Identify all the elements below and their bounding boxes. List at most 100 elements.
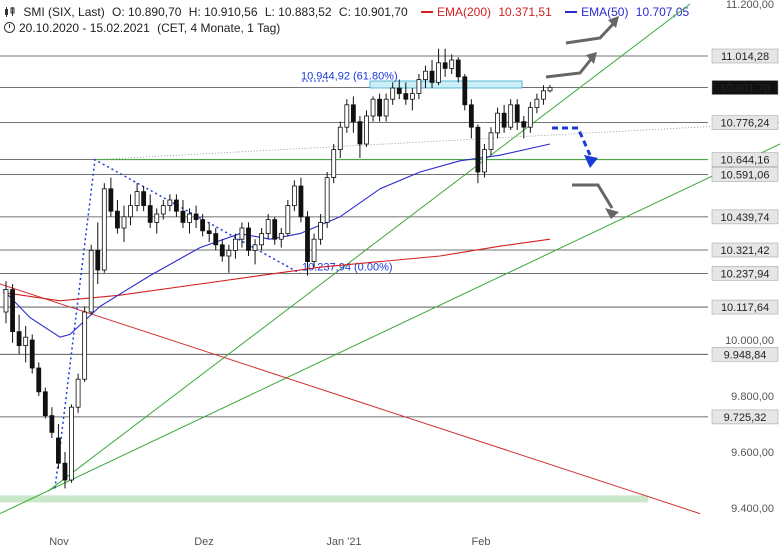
candle-body: [403, 93, 409, 100]
price-level-box: [711, 167, 779, 182]
candle-body: [69, 406, 74, 481]
candle-body: [219, 244, 225, 257]
candlestick-icon: [4, 6, 16, 17]
candle-body: [10, 289, 15, 333]
candle-body: [232, 238, 238, 251]
ema200-legend-label: EMA(200): [436, 5, 492, 19]
candle-body: [541, 90, 546, 100]
candle-body: [298, 185, 304, 218]
candle-body: [468, 104, 474, 128]
candle-body: [246, 227, 251, 251]
y-tick-label: 9.600,00: [731, 447, 774, 459]
open-value: O: 10.890,70: [112, 5, 182, 19]
candle-body: [337, 126, 343, 150]
candle-body: [501, 112, 507, 128]
close-value: C: 10.901,70: [338, 5, 408, 19]
candle-body: [534, 98, 540, 108]
price-level-box: [711, 299, 779, 315]
y-tick-label: 9.800,00: [731, 391, 774, 403]
candle-body: [436, 62, 441, 83]
candle-body: [265, 219, 271, 235]
ema200-legend-value: 10.371,51: [498, 5, 552, 19]
candle-body: [141, 191, 147, 207]
support-zone: [0, 495, 648, 503]
scenario-arrow-up-1: [565, 20, 617, 45]
candle-body: [272, 219, 278, 240]
candle-body: [147, 205, 153, 223]
candle-body: [108, 188, 114, 212]
scenario-arrow-down: [572, 183, 614, 209]
candle-body: [134, 191, 140, 207]
candle-body: [23, 336, 29, 347]
candle-body: [482, 149, 487, 173]
price-level-label: 11.014,28: [721, 51, 769, 63]
candle-body: [318, 221, 324, 240]
ema50-legend-value: 10.707,05: [635, 5, 690, 19]
price-level-box: [711, 80, 779, 95]
scenario-arrow-up-1-head: [608, 16, 619, 28]
uptrend-line-flat: [0, 143, 780, 515]
candle-body: [128, 205, 133, 218]
price-level-label: 10.321,42: [721, 245, 770, 257]
price-level-label: 10.117,64: [721, 302, 769, 314]
candle-body: [62, 462, 68, 481]
candle-body: [259, 233, 265, 246]
candle-body: [285, 205, 291, 235]
y-tick-label: 10.000,00: [725, 335, 774, 347]
instrument-name: SMI (SIX, Last): [23, 5, 105, 19]
candle-body: [187, 213, 192, 223]
candle-body: [331, 149, 337, 179]
ema200-legend-line: [420, 11, 433, 13]
candle-body: [239, 227, 245, 240]
candle-body: [200, 219, 206, 232]
candle-body: [514, 104, 520, 123]
fib-target-zone: [369, 80, 523, 89]
candle-body: [75, 378, 81, 408]
candle-body: [416, 79, 422, 94]
y-tick-label: 11.200,00: [726, 0, 774, 11]
price-level-label: 10.901,70: [721, 83, 770, 95]
price-level-box: [711, 266, 779, 281]
candle-body: [462, 76, 468, 106]
candle-body: [527, 107, 533, 128]
x-tick-label: Nov: [49, 536, 69, 548]
candle-body: [423, 70, 428, 80]
candle-body: [154, 213, 160, 223]
candle-body: [370, 98, 376, 117]
candle-body: [101, 188, 107, 271]
candle-body: [495, 112, 500, 134]
candle-body: [383, 98, 389, 117]
price-level-label: 10.644,16: [721, 155, 770, 167]
uptrend-line-steep: [47, 3, 691, 492]
ema50-legend-label: EMA(50): [581, 5, 629, 19]
candle-body: [95, 249, 101, 271]
candle-body: [278, 233, 284, 240]
candle-body: [115, 210, 120, 229]
price-level-box: [711, 409, 779, 425]
candle-body: [547, 87, 553, 92]
candle-body: [350, 104, 356, 123]
candle-body: [206, 230, 212, 235]
high-value: H: 10.910,56: [188, 5, 258, 19]
scenario-arrow-down-head: [605, 208, 619, 219]
clock-icon: [4, 22, 15, 33]
candle-body: [180, 210, 186, 223]
price-level-box: [711, 115, 779, 130]
candle-body: [475, 126, 481, 173]
candle-body: [521, 121, 527, 128]
scenario-arrow-down-blue-head: [584, 155, 598, 168]
price-level-label: 10.591,06: [721, 170, 770, 182]
candle-body: [36, 367, 42, 393]
candle-body: [174, 199, 179, 212]
candle-body: [396, 87, 402, 94]
price-level-label: 10.237,94: [721, 268, 770, 280]
candle-body: [377, 98, 382, 117]
candle-body: [167, 199, 173, 206]
candle-body: [344, 104, 350, 128]
ema50-line: [2, 143, 551, 338]
candle-body: [409, 93, 415, 100]
x-tick-label: Dez: [194, 536, 214, 548]
candle-body: [455, 59, 461, 78]
candle-body: [29, 339, 35, 369]
